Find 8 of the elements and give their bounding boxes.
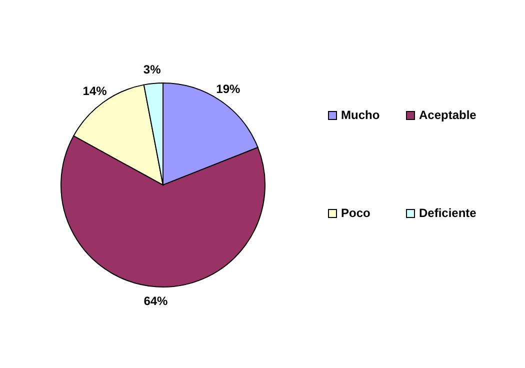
- legend-label: Mucho: [341, 108, 380, 122]
- legend-label: Deficiente: [419, 206, 476, 220]
- data-label: 64%: [144, 294, 168, 308]
- data-label: 3%: [143, 62, 162, 77]
- legend-label: Poco: [341, 206, 370, 220]
- data-label: 14%: [82, 84, 108, 98]
- data-label: 19%: [216, 82, 241, 96]
- legend-label: Aceptable: [419, 108, 476, 122]
